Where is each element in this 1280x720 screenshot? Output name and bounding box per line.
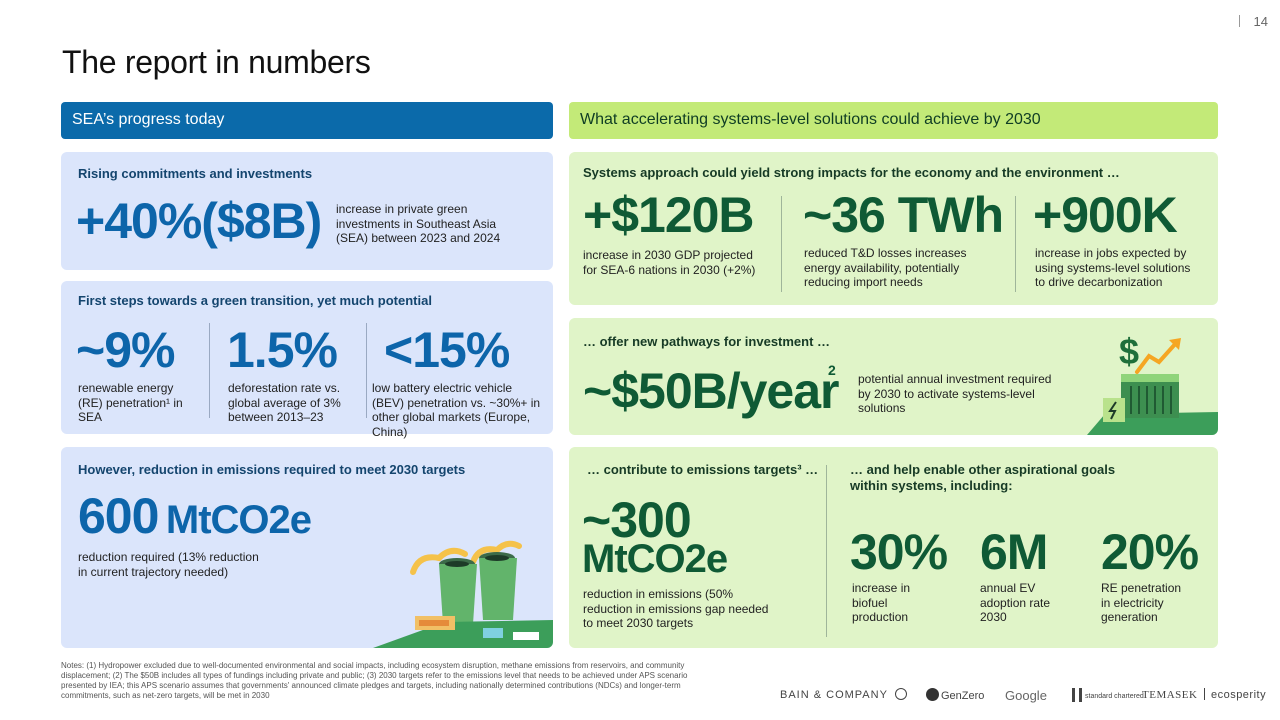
page-number: 14	[1238, 14, 1268, 29]
investment-title: … offer new pathways for investment …	[583, 334, 831, 349]
bev-desc: low battery electric vehicle (BEV) penet…	[372, 381, 541, 439]
re-penetration-value: ~9%	[76, 322, 175, 378]
investment-value: ~$50B/year	[583, 363, 840, 419]
logo-divider	[1203, 688, 1205, 700]
google-logo: Google	[1005, 688, 1047, 703]
investment-card: … offer new pathways for investment … ~$…	[569, 318, 1218, 435]
first-steps-card: First steps towards a green transition, …	[61, 281, 553, 439]
jobs-value: +900K	[1033, 187, 1178, 243]
systems-impact-card: Systems approach could yield strong impa…	[569, 152, 1218, 305]
biofuel-desc: increase in biofuel production	[852, 581, 911, 624]
re-penetration-desc: renewable energy (RE) penetration¹ in SE…	[78, 381, 183, 424]
twh-desc: reduced T&D losses increases energy avai…	[804, 246, 967, 289]
bain-logo: BAIN & COMPANY	[780, 688, 907, 701]
emissions-required-card: However, reduction in emissions required…	[61, 447, 553, 648]
investment-desc: potential annual investment required by …	[858, 372, 1052, 415]
divider	[781, 196, 782, 292]
right-section-header: What accelerating systems-level solution…	[569, 102, 1218, 139]
contribute-value-number: ~300	[582, 492, 692, 548]
temasek-logo: TEMASEK ecosperity	[1142, 688, 1267, 701]
bev-value: <15%	[384, 322, 510, 378]
systems-impact-title: Systems approach could yield strong impa…	[583, 165, 1120, 180]
biofuel-value: 30%	[850, 524, 948, 580]
re-generation-value: 20%	[1101, 524, 1199, 580]
page-title: The report in numbers	[62, 44, 371, 80]
power-plant-illustration	[373, 540, 553, 648]
emissions-required-value: 600 MtCO2e	[78, 487, 312, 545]
investment-growth-illustration: $	[1087, 331, 1218, 435]
footnotes: Notes: (1) Hydropower excluded due to we…	[61, 661, 688, 700]
divider	[826, 465, 827, 637]
commitments-card: Rising commitments and investments +40%(…	[61, 152, 553, 270]
commitments-desc: increase in private green investments in…	[336, 202, 501, 245]
ev-value: 6M	[980, 524, 1048, 580]
standard-chartered-logo: standard chartered	[1072, 688, 1144, 703]
partner-logos: BAIN & COMPANY GenZero Google standard c…	[780, 688, 1266, 708]
bain-circle-icon	[894, 688, 907, 700]
genzero-logo: GenZero	[926, 688, 984, 702]
commitments-value: +40%($8B)	[76, 193, 322, 249]
jobs-desc: increase in jobs expected by using syste…	[1035, 246, 1191, 289]
left-section-header: SEA’s progress today	[61, 102, 553, 139]
emissions-required-title: However, reduction in emissions required…	[78, 462, 466, 477]
twh-value: ~36 TWh	[803, 187, 1004, 243]
standard-chartered-mark-icon	[1072, 688, 1082, 702]
aspirational-title: … and help enable other aspirational goa…	[850, 462, 1116, 493]
divider	[366, 323, 367, 418]
emissions-goals-card: … contribute to emissions targets³ … ~30…	[569, 447, 1218, 648]
genzero-mark-icon	[926, 688, 939, 701]
ev-desc: annual EV adoption rate 2030	[980, 581, 1051, 624]
re-generation-desc: RE penetration in electricity generation	[1101, 581, 1182, 624]
divider	[209, 323, 210, 418]
deforestation-value: 1.5%	[227, 322, 338, 378]
deforestation-desc: deforestation rate vs. global average of…	[228, 381, 341, 424]
gdp-desc: increase in 2030 GDP projected for SEA-6…	[583, 248, 756, 277]
svg-text:$: $	[1119, 331, 1139, 372]
contribute-value-unit: MtCO2e	[582, 537, 728, 581]
emissions-required-unit: MtCO2e	[165, 498, 312, 542]
commitments-title: Rising commitments and investments	[78, 166, 313, 181]
gdp-value: +$120B	[583, 187, 755, 243]
investment-footnote: 2	[828, 362, 836, 378]
first-steps-title: First steps towards a green transition, …	[78, 293, 432, 308]
divider	[1015, 196, 1016, 292]
contribute-title: … contribute to emissions targets³ …	[587, 462, 819, 477]
emissions-required-desc: reduction required (13% reduction in cur…	[78, 550, 259, 579]
emissions-required-number: 600	[78, 488, 159, 544]
contribute-desc: reduction in emissions (50% reduction in…	[583, 587, 769, 630]
